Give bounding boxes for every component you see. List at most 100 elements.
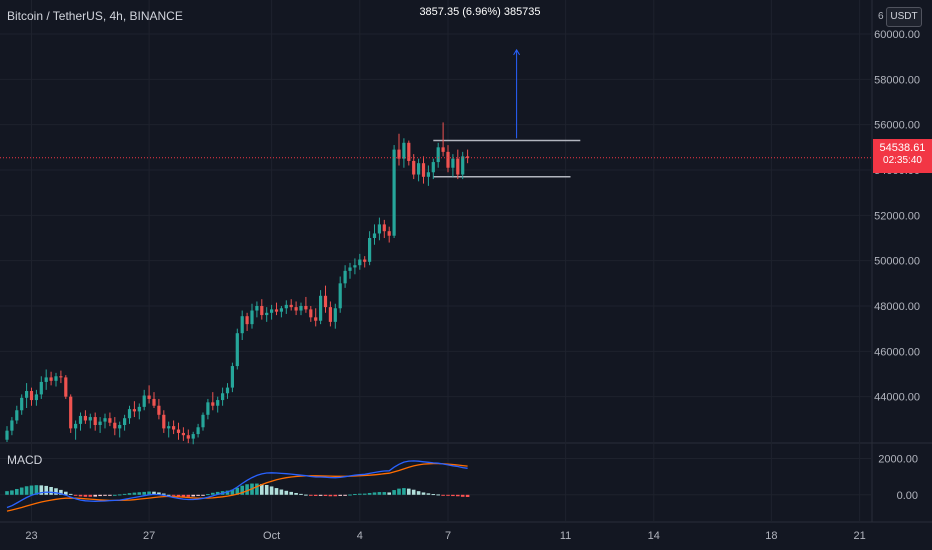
macd-histogram-bar bbox=[103, 494, 107, 496]
macd-histogram-bar bbox=[343, 494, 347, 496]
currency-button[interactable]: USDT bbox=[886, 7, 922, 27]
candle-body bbox=[304, 306, 308, 310]
candle-body bbox=[260, 306, 264, 316]
candle-body bbox=[20, 397, 24, 411]
macd-histogram-bar bbox=[279, 489, 284, 495]
macd-histogram-bar bbox=[431, 494, 436, 496]
arrow-head bbox=[513, 48, 521, 56]
macd-histogram-bar bbox=[181, 494, 186, 497]
time-tick-label: 14 bbox=[648, 530, 660, 542]
macd-histogram-bar bbox=[441, 494, 445, 496]
candle-body bbox=[132, 409, 136, 412]
macd-histogram-bar bbox=[416, 491, 421, 495]
macd-histogram-bar bbox=[456, 494, 460, 497]
macd-histogram-bar bbox=[436, 494, 440, 496]
candle-body bbox=[441, 147, 445, 152]
candle-body bbox=[88, 417, 92, 421]
macd-line bbox=[6, 460, 468, 509]
macd-histogram-bar bbox=[269, 486, 274, 495]
candle-body bbox=[314, 317, 318, 321]
macd-histogram-bar bbox=[294, 492, 298, 495]
macd-histogram-bar bbox=[201, 494, 205, 496]
candle-body bbox=[69, 396, 73, 429]
time-tick-label: 4 bbox=[357, 530, 363, 542]
macd-histogram-bar bbox=[78, 494, 83, 497]
macd-histogram-bar bbox=[98, 494, 102, 497]
candle-body bbox=[387, 231, 391, 236]
candle-body bbox=[191, 434, 195, 439]
time-tick-label: 23 bbox=[25, 530, 37, 542]
measure-arrow[interactable] bbox=[513, 48, 521, 139]
measure-label: 3857.35 (6.96%) 385735 bbox=[419, 6, 541, 18]
candle-body bbox=[338, 283, 342, 309]
symbol-title[interactable]: Bitcoin / TetherUS, 4h, BINANCE bbox=[7, 9, 183, 23]
macd-histogram-bar bbox=[377, 492, 382, 495]
macd-histogram-bar bbox=[338, 494, 342, 496]
candle-body bbox=[54, 376, 58, 381]
candle-body bbox=[368, 238, 372, 262]
macd-histogram-bar bbox=[264, 484, 269, 495]
macd-histogram-bar bbox=[39, 485, 44, 495]
candle-body bbox=[176, 429, 181, 433]
candle-body bbox=[417, 163, 421, 175]
macd-histogram-bar bbox=[318, 494, 323, 496]
macd-histogram-bar bbox=[176, 494, 181, 497]
range-box[interactable] bbox=[433, 139, 581, 178]
candle-body bbox=[83, 415, 87, 421]
candle-body bbox=[137, 406, 141, 412]
macd-histogram-bar bbox=[108, 494, 112, 496]
candle-body bbox=[181, 432, 185, 436]
macd-histogram-bar bbox=[54, 488, 58, 495]
candle-body bbox=[323, 295, 328, 308]
last-price-badge: 54538.61 02:35:40 bbox=[873, 139, 932, 173]
candle-body bbox=[162, 414, 166, 429]
candle-body bbox=[201, 414, 205, 428]
macd-histogram-bar bbox=[44, 485, 48, 495]
macd-histogram-bar bbox=[460, 494, 465, 497]
price-axis[interactable]: 44000.00 46000.00 48000.00 50000.00 52000.00… bbox=[874, 29, 920, 404]
candle-body bbox=[34, 394, 38, 401]
candle-body bbox=[274, 309, 279, 312]
macd-histogram-bar bbox=[260, 484, 264, 495]
macd-lines bbox=[6, 460, 468, 512]
macd-histogram-bar bbox=[358, 493, 362, 495]
candle-body bbox=[225, 387, 230, 394]
macd-histogram-bar bbox=[19, 487, 24, 495]
candle-body bbox=[49, 377, 53, 381]
macd-histogram-bar bbox=[83, 494, 88, 497]
macd-histogram-bar bbox=[49, 486, 53, 495]
price-tick-label: 48000.00 bbox=[874, 301, 920, 313]
macd-histogram-bar bbox=[142, 491, 146, 495]
macd-histogram-bar bbox=[407, 488, 411, 495]
macd-histogram-bar bbox=[68, 493, 73, 495]
macd-histogram-bar bbox=[255, 483, 259, 495]
candle-body bbox=[74, 423, 78, 429]
macd-histogram-bar bbox=[353, 493, 357, 495]
macd-histogram-bar bbox=[382, 492, 387, 495]
candle-body bbox=[78, 415, 83, 424]
price-tick-label: 46000.00 bbox=[874, 346, 920, 358]
candle-body bbox=[103, 418, 107, 422]
macd-histogram-bar bbox=[387, 492, 391, 495]
candle-body bbox=[147, 395, 151, 399]
macd-axis[interactable]: 2000.00 0.00 bbox=[878, 454, 918, 502]
candle-body bbox=[284, 304, 288, 309]
candle-body bbox=[299, 306, 303, 311]
macd-pane-title[interactable]: MACD bbox=[7, 453, 43, 467]
price-grid bbox=[0, 0, 932, 523]
macd-histogram-bar bbox=[73, 494, 78, 496]
candle-body bbox=[29, 391, 34, 401]
candle-body bbox=[93, 417, 97, 425]
macd-histogram-bar bbox=[166, 494, 171, 496]
candle-body bbox=[235, 333, 239, 367]
time-axis[interactable]: 23 27 Oct 4 7 11 14 18 21 bbox=[25, 530, 865, 542]
candle-body bbox=[118, 425, 122, 429]
macd-histogram-bar bbox=[5, 491, 9, 495]
macd-histogram-bar bbox=[421, 492, 426, 495]
candle-body bbox=[446, 151, 450, 168]
candle-body bbox=[319, 295, 323, 321]
macd-histogram-bar bbox=[157, 492, 161, 495]
price-tick-label: 50000.00 bbox=[874, 256, 920, 268]
macd-histogram-bar bbox=[88, 494, 93, 497]
